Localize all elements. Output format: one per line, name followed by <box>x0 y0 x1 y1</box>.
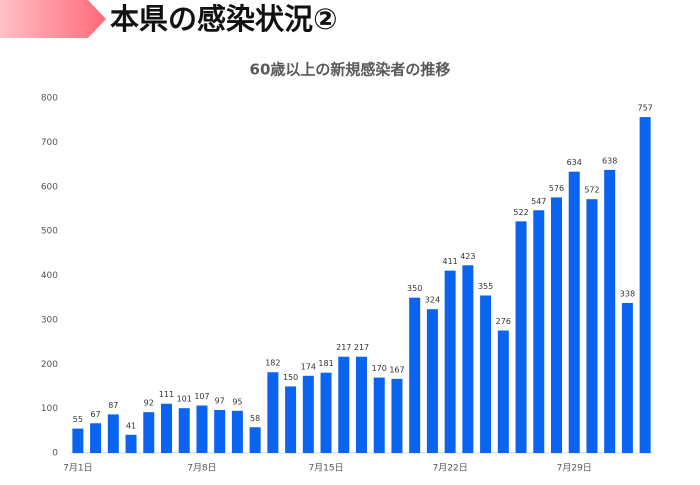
bar <box>125 434 137 453</box>
bar <box>426 309 438 453</box>
value-label: 58 <box>250 414 260 423</box>
bar <box>409 297 421 453</box>
value-label: 423 <box>460 252 475 261</box>
value-label: 576 <box>549 184 564 193</box>
y-tick-label: 400 <box>41 271 58 281</box>
value-label: 174 <box>301 362 316 371</box>
x-tick-label: 7月15日 <box>308 463 343 474</box>
value-label: 276 <box>496 317 511 326</box>
bar <box>90 423 102 453</box>
value-label: 638 <box>602 156 617 165</box>
value-label: 572 <box>584 186 599 195</box>
bar <box>533 210 545 453</box>
chart-title: 60歳以上の新規感染者の推移 <box>250 61 451 79</box>
bar <box>161 403 172 453</box>
bar <box>391 378 403 453</box>
value-label: 97 <box>215 396 225 405</box>
value-label: 217 <box>354 343 369 352</box>
bar <box>338 356 350 453</box>
value-label: 101 <box>177 395 192 404</box>
y-tick-label: 800 <box>41 94 58 104</box>
value-label: 111 <box>159 390 174 399</box>
bar <box>249 427 261 453</box>
value-label: 55 <box>73 415 83 424</box>
bar <box>515 221 527 453</box>
x-tick-label: 7月22日 <box>433 463 468 474</box>
value-label: 338 <box>620 290 635 299</box>
bar <box>302 375 314 453</box>
value-label: 41 <box>126 421 136 430</box>
x-tick-label: 7月1日 <box>63 463 92 474</box>
bar <box>551 197 562 453</box>
bar <box>267 372 279 453</box>
value-label: 355 <box>478 282 493 291</box>
y-tick-label: 200 <box>41 360 58 370</box>
y-tick-label: 0 <box>52 449 58 459</box>
value-label: 67 <box>90 410 100 419</box>
value-label: 350 <box>407 284 422 293</box>
bar <box>356 356 367 453</box>
bar <box>497 330 509 453</box>
bar <box>285 386 297 453</box>
value-label: 107 <box>194 392 209 401</box>
value-label: 150 <box>283 373 298 382</box>
y-tick-label: 500 <box>41 227 58 237</box>
x-tick-label: 7月8日 <box>187 463 216 474</box>
bar <box>586 199 598 453</box>
value-label: 170 <box>372 364 387 373</box>
value-label: 634 <box>567 158 582 167</box>
bar <box>231 410 243 453</box>
bar <box>639 117 651 454</box>
value-label: 92 <box>144 399 154 408</box>
bar <box>320 372 332 453</box>
bar <box>444 270 456 453</box>
y-tick-label: 100 <box>41 404 58 414</box>
value-label: 217 <box>336 343 351 352</box>
value-label: 167 <box>389 365 404 374</box>
header-arrow <box>0 0 106 38</box>
value-label: 95 <box>232 397 242 406</box>
value-label: 757 <box>637 104 652 113</box>
bar <box>196 405 208 453</box>
value-label: 87 <box>108 401 118 410</box>
bar <box>72 428 84 453</box>
bar <box>621 303 633 453</box>
value-label: 547 <box>531 197 546 206</box>
bar <box>604 169 616 453</box>
value-label: 411 <box>442 257 457 266</box>
bar <box>462 265 474 453</box>
bar <box>107 414 119 453</box>
y-tick-label: 600 <box>41 182 58 192</box>
value-label: 181 <box>318 359 333 368</box>
bar <box>373 377 385 453</box>
page-title: 本県の感染状況② <box>110 2 338 36</box>
bar <box>480 295 492 453</box>
value-label: 182 <box>265 359 280 368</box>
bar <box>143 412 155 453</box>
value-label: 522 <box>513 208 528 217</box>
value-label: 324 <box>425 296 440 305</box>
x-tick-label: 7月29日 <box>557 463 592 474</box>
bar <box>178 408 190 453</box>
bar <box>568 171 580 453</box>
y-tick-label: 700 <box>41 138 58 148</box>
bar <box>214 409 226 453</box>
y-tick-label: 300 <box>41 315 58 325</box>
